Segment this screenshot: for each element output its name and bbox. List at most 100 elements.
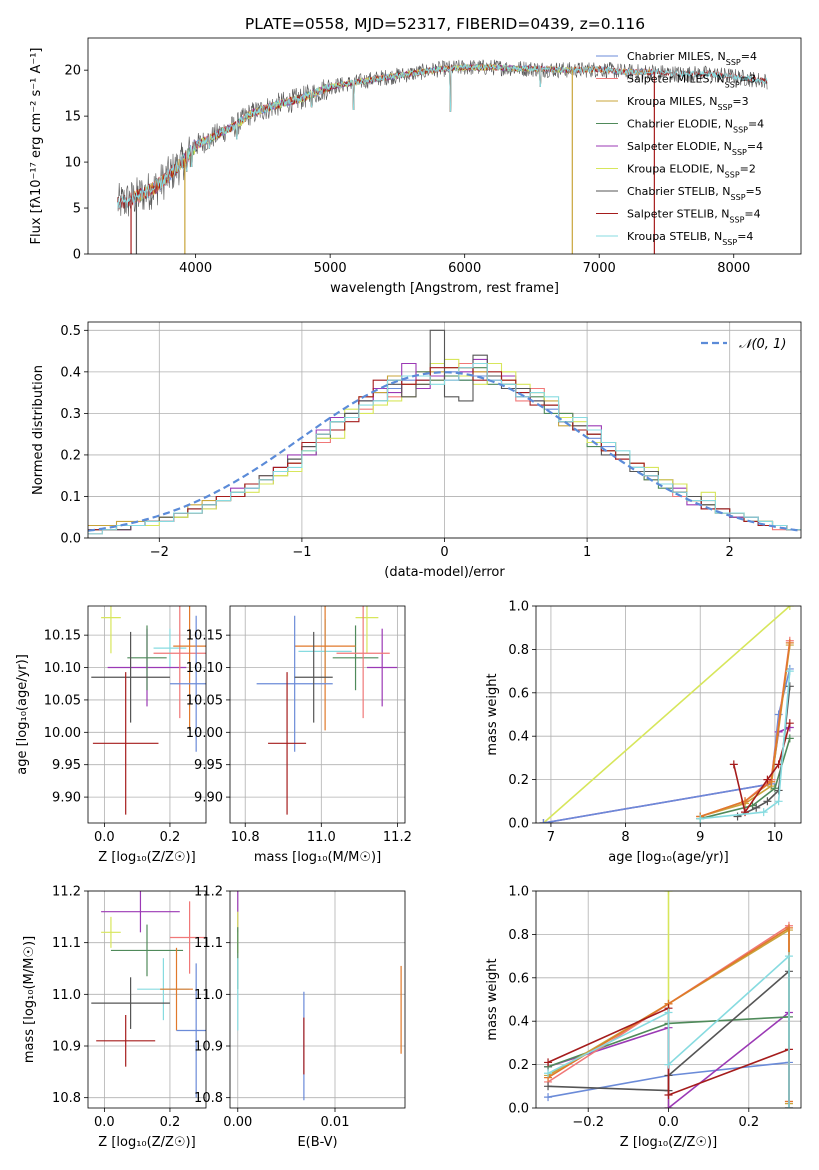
legend-label: Kroupa STELIB, NSSP=4 bbox=[627, 230, 753, 247]
legend-label-sub: SSP bbox=[726, 58, 741, 67]
legend-label: Chabrier MILES, NSSP=4 bbox=[627, 50, 757, 67]
y-tick-label: 10.9 bbox=[194, 1040, 223, 1055]
legend-label-tail: =5 bbox=[746, 185, 762, 198]
weight-marker bbox=[784, 1104, 793, 1108]
axes-frame bbox=[229, 605, 406, 824]
y-tick-label: 0.0 bbox=[508, 817, 529, 832]
legend-label-tail: =3 bbox=[740, 73, 756, 86]
legend-label-tail: =4 bbox=[744, 208, 760, 221]
x-tick-label: 0 bbox=[440, 545, 448, 560]
plot-area-mass_weight_vs_age bbox=[539, 606, 794, 823]
plot-area-mass_vs_Z bbox=[91, 891, 206, 1098]
legend-label-tail: =3 bbox=[732, 95, 748, 108]
weight-marker bbox=[759, 808, 768, 817]
panel-spectrum: 4000 5000 6000 7000 8000 0 5 10 15 20 wavelength [… bbox=[29, 37, 802, 296]
legend-label-name: Salpeter ELODIE, N bbox=[627, 140, 732, 153]
figure-title: PLATE=0558, MJD=52317, FIBERID=0439, z=0… bbox=[245, 15, 645, 33]
y-tick-label: 10.10 bbox=[186, 661, 223, 676]
panel-mass_weight_vs_age: 7 8 9 10 0.0 0.2 0.4 0.6 0.8 1.0 age [log₁₀(age/yr… bbox=[485, 600, 802, 865]
weight-marker bbox=[664, 1104, 673, 1108]
plot-area-spectrum bbox=[117, 59, 768, 254]
panel-residuals: −2 −1 0 1 2 0.0 0.1 0.2 0.3 0.4 0.5 (data-model)/er… bbox=[31, 321, 802, 580]
y-tick-label: 0.5 bbox=[60, 324, 81, 339]
y-tick-label: 0 bbox=[73, 248, 81, 263]
weight-marker bbox=[774, 797, 783, 806]
y-tick-label: 0.3 bbox=[60, 407, 81, 422]
y-tick-label: 10.15 bbox=[44, 629, 81, 644]
legend-label-tail: =4 bbox=[747, 140, 763, 153]
x-tick-label: 8 bbox=[621, 830, 629, 845]
weight-marker bbox=[539, 819, 548, 823]
y-tick-label: 10 bbox=[64, 156, 81, 171]
weight-marker bbox=[729, 760, 738, 769]
y-tick-label: 20 bbox=[64, 64, 81, 79]
legend-label-name: Chabrier MILES, N bbox=[627, 50, 726, 63]
x-tick-label: 10 bbox=[767, 830, 784, 845]
weight-marker bbox=[785, 734, 794, 743]
x-tick-label: 10.8 bbox=[231, 830, 260, 845]
axes-frame bbox=[87, 890, 207, 1109]
weight-marker bbox=[785, 719, 794, 728]
x-axis-label: Z [log₁₀(Z/Z☉)] bbox=[620, 1135, 717, 1150]
y-tick-label: 15 bbox=[64, 110, 81, 125]
axes-frame bbox=[229, 890, 406, 1109]
axes-frame bbox=[535, 605, 802, 824]
y-tick-label: 0.2 bbox=[60, 448, 81, 463]
y-tick-label: 11.0 bbox=[194, 988, 223, 1003]
legend-label-name: Kroupa STELIB, N bbox=[627, 230, 722, 243]
weight-line bbox=[542, 606, 791, 823]
x-tick-label: 8000 bbox=[717, 261, 750, 276]
weight-marker bbox=[785, 667, 794, 676]
y-tick-label: 10.9 bbox=[52, 1040, 81, 1055]
y-tick-label: 0.8 bbox=[508, 928, 529, 943]
panel-mass_weight_vs_Z: −0.2 0.0 0.2 0.0 0.2 0.4 0.6 0.8 1.0 Z [log₁₀(Z/Z… bbox=[485, 885, 802, 1150]
y-tick-label: 0.0 bbox=[508, 1102, 529, 1117]
y-tick-label: 0.4 bbox=[508, 1015, 529, 1030]
x-axis-label: Z [log₁₀(Z/Z☉)] bbox=[98, 850, 195, 865]
axes-frame bbox=[87, 605, 207, 824]
panel-age_vs_Z: 0.0 0.2 9.90 9.95 10.00 10.05 10.10 10.15 Z [log… bbox=[15, 605, 207, 865]
x-tick-label: 0.01 bbox=[321, 1115, 350, 1130]
y-tick-label: 10.00 bbox=[186, 726, 223, 741]
x-tick-label: 0.2 bbox=[160, 1115, 181, 1130]
y-tick-label: 0.4 bbox=[508, 730, 529, 745]
weight-marker bbox=[544, 1069, 553, 1078]
x-tick-label: 11.0 bbox=[307, 830, 336, 845]
y-tick-label: 9.95 bbox=[194, 758, 223, 773]
y-tick-label: 0.4 bbox=[60, 365, 81, 380]
legend-label: Chabrier ELODIE, NSSP=4 bbox=[627, 118, 764, 135]
panel-mass_vs_Z: 0.0 0.2 10.8 10.9 11.0 11.1 11.2 Z [log₁₀(Z/Z☉)… bbox=[22, 885, 207, 1150]
y-tick-label: 0.1 bbox=[60, 490, 81, 505]
y-axis-label: Normed distribution bbox=[31, 365, 46, 495]
legend-label-sub: SSP bbox=[733, 125, 748, 134]
weight-marker bbox=[763, 797, 772, 806]
y-tick-label: 10.00 bbox=[44, 726, 81, 741]
y-tick-label: 9.90 bbox=[52, 791, 81, 806]
x-axis-label: age [log₁₀(age/yr)] bbox=[608, 850, 729, 865]
legend-label: 𝒩(0, 1) bbox=[739, 337, 786, 352]
y-tick-label: 10.05 bbox=[186, 693, 223, 708]
legend-label-name: Salpeter MILES, N bbox=[627, 73, 725, 86]
legend-label: Salpeter STELIB, NSSP=4 bbox=[627, 208, 761, 225]
y-axis-label: age [log₁₀(age/yr)] bbox=[15, 654, 30, 775]
y-tick-label: 0.2 bbox=[508, 773, 529, 788]
x-tick-label: 9 bbox=[696, 830, 704, 845]
x-axis-label: Z [log₁₀(Z/Z☉)] bbox=[98, 1135, 195, 1150]
weight-marker bbox=[784, 923, 793, 932]
y-axis-label: mass [log₁₀(M/M☉)] bbox=[22, 936, 37, 1063]
weight-marker bbox=[544, 1093, 553, 1102]
y-tick-label: 0.8 bbox=[508, 643, 529, 658]
y-tick-label: 0.0 bbox=[60, 532, 81, 547]
y-tick-label: 11.2 bbox=[194, 885, 223, 900]
plot-area-residuals bbox=[88, 329, 801, 535]
y-tick-label: 5 bbox=[73, 202, 81, 217]
legend-label-name: Kroupa MILES, N bbox=[627, 95, 717, 108]
y-tick-label: 10.8 bbox=[194, 1091, 223, 1106]
legend-label-tail: =4 bbox=[748, 118, 764, 131]
x-tick-label: 0.0 bbox=[658, 1115, 679, 1130]
panel-age_vs_mass: 10.8 11.0 11.2 9.90 9.95 10.00 10.05 10.10 10.15… bbox=[186, 605, 412, 865]
x-axis-label: wavelength [Angstrom, rest frame] bbox=[330, 281, 559, 296]
y-tick-label: 9.90 bbox=[194, 791, 223, 806]
weight-marker bbox=[696, 814, 705, 823]
weight-marker bbox=[544, 1058, 553, 1067]
